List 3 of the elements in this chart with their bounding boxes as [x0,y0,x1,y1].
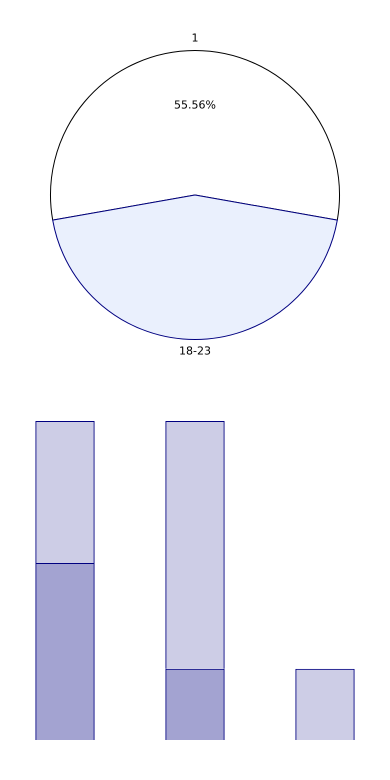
slice-label: 18-23 [179,344,211,358]
data-label: 55.56% [174,98,216,112]
slice-label: 1 [192,31,198,44]
